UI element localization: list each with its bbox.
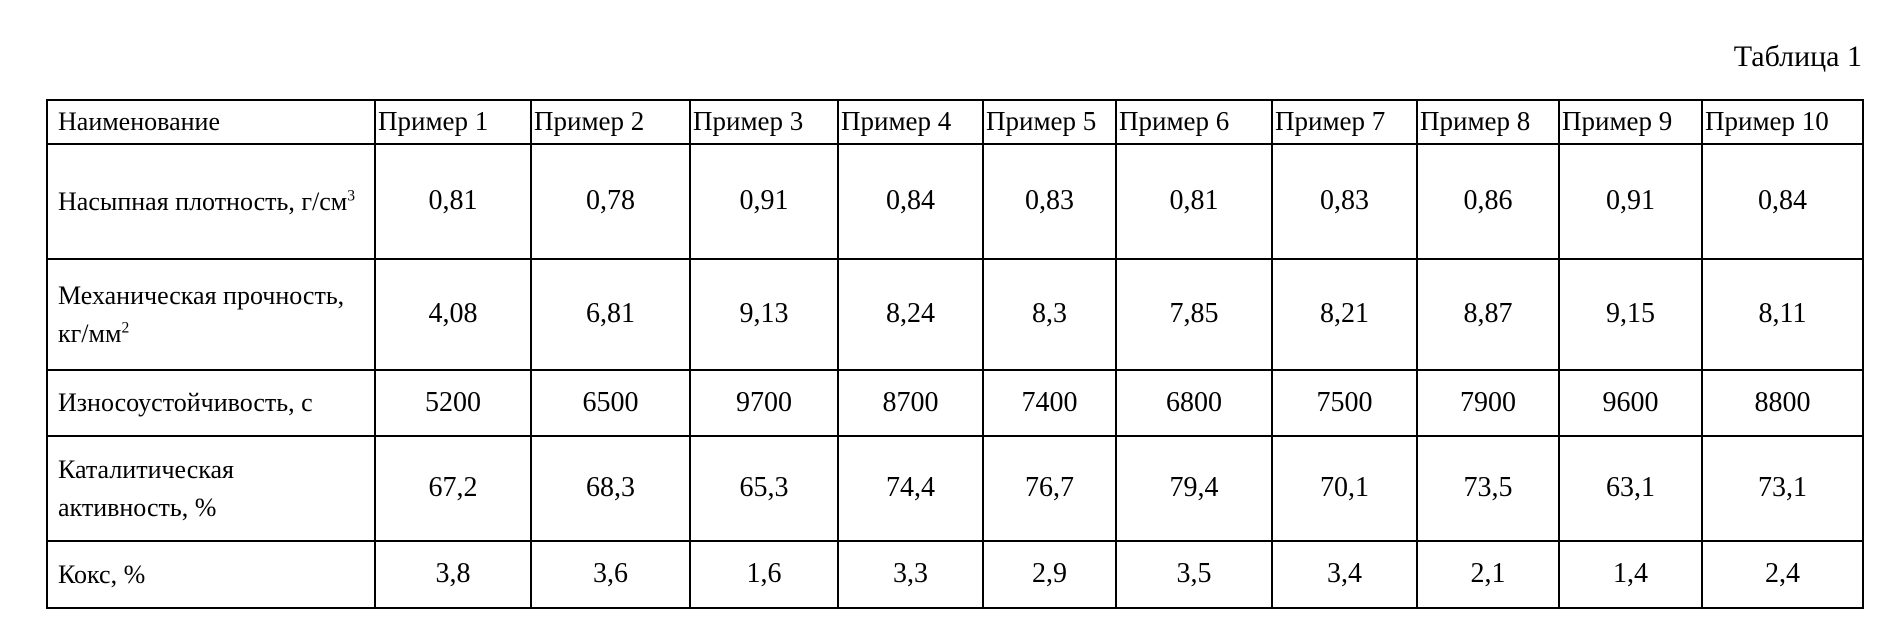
table-caption: Таблица 1: [1733, 40, 1862, 73]
value-cell: 0,78: [530, 143, 691, 260]
table-row: Насыпная плотность, г/см3 0,81 0,78 0,91 0,8…: [46, 143, 1864, 260]
value-cell: 0,83: [982, 143, 1117, 260]
superscript: 3: [347, 187, 356, 204]
data-table: Наименование Пример 1 Пример 2 Пример 3 Прим…: [46, 99, 1864, 609]
value-cell: 3,4: [1271, 540, 1418, 609]
row-label: Механическая прочность, кг/мм2: [46, 258, 376, 371]
table-row: Каталитическая активность, % 67,2 68,3 65,3…: [46, 435, 1864, 542]
value-cell: 7500: [1271, 369, 1418, 437]
header-cell: Пример 4: [837, 99, 984, 145]
row-label-text: Каталитическая активность, %: [58, 454, 235, 522]
value-cell: 74,4: [837, 435, 984, 542]
table-header: Наименование Пример 1 Пример 2 Пример 3 Прим…: [46, 99, 1864, 145]
header-cell: Пример 1: [374, 99, 532, 145]
value-cell: 0,83: [1271, 143, 1418, 260]
value-cell: 2,1: [1416, 540, 1560, 609]
value-cell: 9,13: [689, 258, 839, 371]
row-label: Каталитическая активность, %: [46, 435, 376, 542]
value-cell: 7,85: [1115, 258, 1273, 371]
table-row: Механическая прочность, кг/мм2 4,08 6,81 9,…: [46, 258, 1864, 371]
value-cell: 8,87: [1416, 258, 1560, 371]
value-cell: 0,81: [374, 143, 532, 260]
value-cell: 5200: [374, 369, 532, 437]
value-cell: 8,24: [837, 258, 984, 371]
value-cell: 4,08: [374, 258, 532, 371]
header-cell: Наименование: [46, 99, 376, 145]
value-cell: 73,5: [1416, 435, 1560, 542]
header-cell: Пример 10: [1701, 99, 1864, 145]
table-body: Насыпная плотность, г/см3 0,81 0,78 0,91 0,8…: [46, 143, 1864, 609]
value-cell: 65,3: [689, 435, 839, 542]
value-cell: 7900: [1416, 369, 1560, 437]
value-cell: 3,8: [374, 540, 532, 609]
value-cell: 9700: [689, 369, 839, 437]
row-label-text: Кокс, %: [58, 559, 146, 589]
value-cell: 0,86: [1416, 143, 1560, 260]
row-label: Кокс, %: [46, 540, 376, 609]
header-cell: Пример 2: [530, 99, 691, 145]
value-cell: 63,1: [1558, 435, 1703, 542]
header-cell: Пример 8: [1416, 99, 1560, 145]
value-cell: 6800: [1115, 369, 1273, 437]
value-cell: 68,3: [530, 435, 691, 542]
value-cell: 0,91: [689, 143, 839, 260]
row-label: Насыпная плотность, г/см3: [46, 143, 376, 260]
value-cell: 2,9: [982, 540, 1117, 609]
value-cell: 8700: [837, 369, 984, 437]
row-label: Износоустойчивость, с: [46, 369, 376, 437]
header-cell: Пример 3: [689, 99, 839, 145]
row-label-text: Механическая прочность, кг/мм: [58, 280, 345, 348]
value-cell: 70,1: [1271, 435, 1418, 542]
header-cell: Пример 7: [1271, 99, 1418, 145]
value-cell: 79,4: [1115, 435, 1273, 542]
header-cell: Пример 5: [982, 99, 1117, 145]
value-cell: 3,3: [837, 540, 984, 609]
value-cell: 8,3: [982, 258, 1117, 371]
value-cell: 76,7: [982, 435, 1117, 542]
value-cell: 7400: [982, 369, 1117, 437]
row-label-text: Износоустойчивость, с: [58, 388, 313, 418]
value-cell: 0,84: [1701, 143, 1864, 260]
value-cell: 3,5: [1115, 540, 1273, 609]
value-cell: 8,11: [1701, 258, 1864, 371]
table-row: Кокс, % 3,8 3,6 1,6 3,3 2,9 3,5 3,4 2,1 1,4 2,4: [46, 540, 1864, 609]
header-cell: Пример 6: [1115, 99, 1273, 145]
value-cell: 1,6: [689, 540, 839, 609]
row-label-text: Насыпная плотность, г/см: [58, 186, 348, 216]
table-row: Износоустойчивость, с 5200 6500 9700 8700 740…: [46, 369, 1864, 437]
value-cell: 67,2: [374, 435, 532, 542]
header-cell: Пример 9: [1558, 99, 1703, 145]
value-cell: 2,4: [1701, 540, 1864, 609]
header-row: Наименование Пример 1 Пример 2 Пример 3 Прим…: [46, 99, 1864, 145]
value-cell: 3,6: [530, 540, 691, 609]
superscript: 2: [121, 318, 130, 336]
value-cell: 6500: [530, 369, 691, 437]
value-cell: 9,15: [1558, 258, 1703, 371]
value-cell: 8800: [1701, 369, 1864, 437]
value-cell: 6,81: [530, 258, 691, 371]
value-cell: 73,1: [1701, 435, 1864, 542]
value-cell: 0,91: [1558, 143, 1703, 260]
value-cell: 8,21: [1271, 258, 1418, 371]
value-cell: 9600: [1558, 369, 1703, 437]
value-cell: 0,81: [1115, 143, 1273, 260]
value-cell: 0,84: [837, 143, 984, 260]
value-cell: 1,4: [1558, 540, 1703, 609]
